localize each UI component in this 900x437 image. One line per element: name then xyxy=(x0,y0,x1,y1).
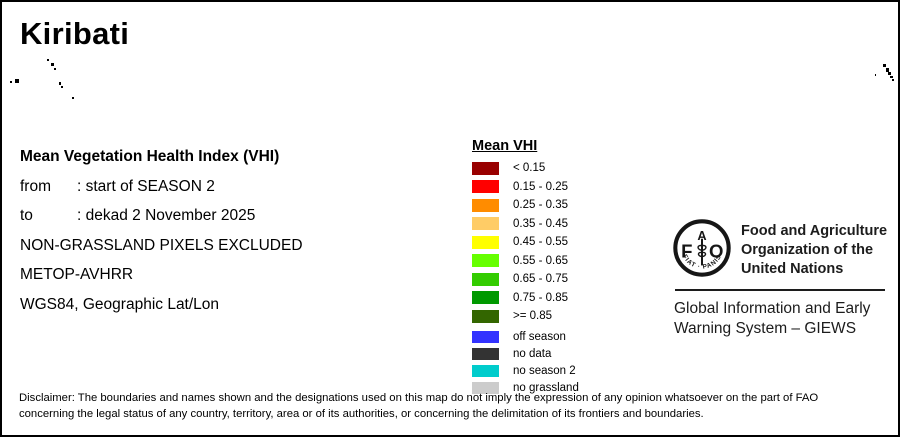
legend-swatch xyxy=(472,272,499,286)
legend-row: off season xyxy=(472,329,579,346)
info-row-from: from : start of SEASON 2 xyxy=(20,172,303,202)
fao-name-line: Food and Agriculture xyxy=(741,223,888,239)
legend-label: 0.75 - 0.85 xyxy=(513,291,568,304)
island-dot xyxy=(51,63,54,66)
island-dot xyxy=(61,86,63,88)
from-label: from xyxy=(20,177,51,195)
svg-text:F: F xyxy=(681,240,692,261)
info-row-to: to : dekad 2 November 2025 xyxy=(20,201,303,231)
page-title: Kiribati xyxy=(20,16,130,51)
legend-label: 0.25 - 0.35 xyxy=(513,199,568,212)
legend-swatch xyxy=(472,217,499,231)
fao-logo-icon: F A O FIAT · PANIS xyxy=(673,219,731,277)
legend-row: 0.15 - 0.25 xyxy=(472,178,579,197)
island-dot xyxy=(54,68,56,70)
fao-name: Food and Agriculture Organization of the… xyxy=(741,222,887,279)
legend-label: 0.15 - 0.25 xyxy=(513,180,568,193)
legend-row: no season 2 xyxy=(472,363,579,380)
island-dot xyxy=(886,68,889,72)
legend-row: no data xyxy=(472,346,579,363)
svg-text:O: O xyxy=(709,240,723,261)
island-dot xyxy=(888,72,891,75)
legend-swatch xyxy=(472,161,499,175)
fao-name-line: United Nations xyxy=(741,261,844,277)
disclaimer: Disclaimer: The boundaries and names sho… xyxy=(19,391,818,422)
legend-swatch xyxy=(472,198,499,212)
legend-row: 0.35 - 0.45 xyxy=(472,215,579,234)
island-dot xyxy=(892,79,894,81)
giews-line: Global Information and Early xyxy=(674,300,871,317)
legend-label: 0.55 - 0.65 xyxy=(513,254,568,267)
legend-row: 0.25 - 0.35 xyxy=(472,196,579,215)
to-label: to xyxy=(20,207,33,224)
legend-label: < 0.15 xyxy=(513,162,546,175)
legend-label: no season 2 xyxy=(513,365,576,377)
svg-text:A: A xyxy=(697,228,706,243)
legend-label: 0.35 - 0.45 xyxy=(513,217,568,230)
legend-row: 0.55 - 0.65 xyxy=(472,252,579,271)
giews-line: Warning System – GIEWS xyxy=(674,320,857,337)
legend-swatch xyxy=(472,291,499,305)
island-dot xyxy=(875,74,876,76)
disclaimer-line: concerning the legal status of any count… xyxy=(19,407,704,420)
legend-label: off season xyxy=(513,331,566,343)
giews-name: Global Information and Early Warning Sys… xyxy=(674,299,870,339)
legend: Mean VHI < 0.15 0.15 - 0.25 0.25 - 0.35 … xyxy=(472,137,579,397)
island-dot xyxy=(72,97,74,99)
legend-row: 0.45 - 0.55 xyxy=(472,233,579,252)
legend-extra-group: off season no data no season 2 no grassl… xyxy=(472,329,579,397)
legend-label: 0.65 - 0.75 xyxy=(513,273,568,286)
legend-row: 0.75 - 0.85 xyxy=(472,289,579,308)
legend-row: no grassland xyxy=(472,380,579,397)
legend-swatch xyxy=(472,348,499,360)
map-info-block: Mean Vegetation Health Index (VHI) from:… xyxy=(20,142,303,319)
info-line-sensor: METOP-AVHRR xyxy=(20,266,134,283)
legend-title: Mean VHI xyxy=(472,138,538,154)
legend-label: 0.45 - 0.55 xyxy=(513,236,568,249)
legend-swatch xyxy=(472,365,499,377)
info-line-pixels: NON-GRASSLAND PIXELS EXCLUDED xyxy=(20,236,303,254)
info-line-projection: WGS84, Geographic Lat/Lon xyxy=(20,295,220,313)
island-dot xyxy=(59,82,61,85)
island-dot xyxy=(15,79,19,83)
from-value: : start of SEASON 2 xyxy=(77,177,215,195)
legend-swatch xyxy=(472,254,499,268)
legend-label: no data xyxy=(513,348,552,360)
disclaimer-line: Disclaimer: The boundaries and names sho… xyxy=(19,392,819,404)
fao-name-line: Organization of the xyxy=(741,242,874,258)
island-dot xyxy=(883,64,886,67)
island-dot xyxy=(10,81,12,83)
legend-row: >= 0.85 xyxy=(472,307,579,326)
legend-swatch xyxy=(472,382,499,394)
legend-swatch xyxy=(472,180,499,194)
fao-divider xyxy=(675,289,885,291)
legend-label: no grassland xyxy=(513,382,579,394)
island-dot xyxy=(47,59,49,61)
to-value: : dekad 2 November 2025 xyxy=(77,207,256,224)
vhi-heading: Mean Vegetation Health Index (VHI) xyxy=(20,148,280,165)
legend-row: < 0.15 xyxy=(472,159,579,178)
legend-row: 0.65 - 0.75 xyxy=(472,270,579,289)
legend-swatch xyxy=(472,235,499,249)
legend-label: >= 0.85 xyxy=(513,310,553,323)
legend-swatch xyxy=(472,331,499,343)
legend-swatch xyxy=(472,309,499,323)
island-dot xyxy=(890,76,893,78)
